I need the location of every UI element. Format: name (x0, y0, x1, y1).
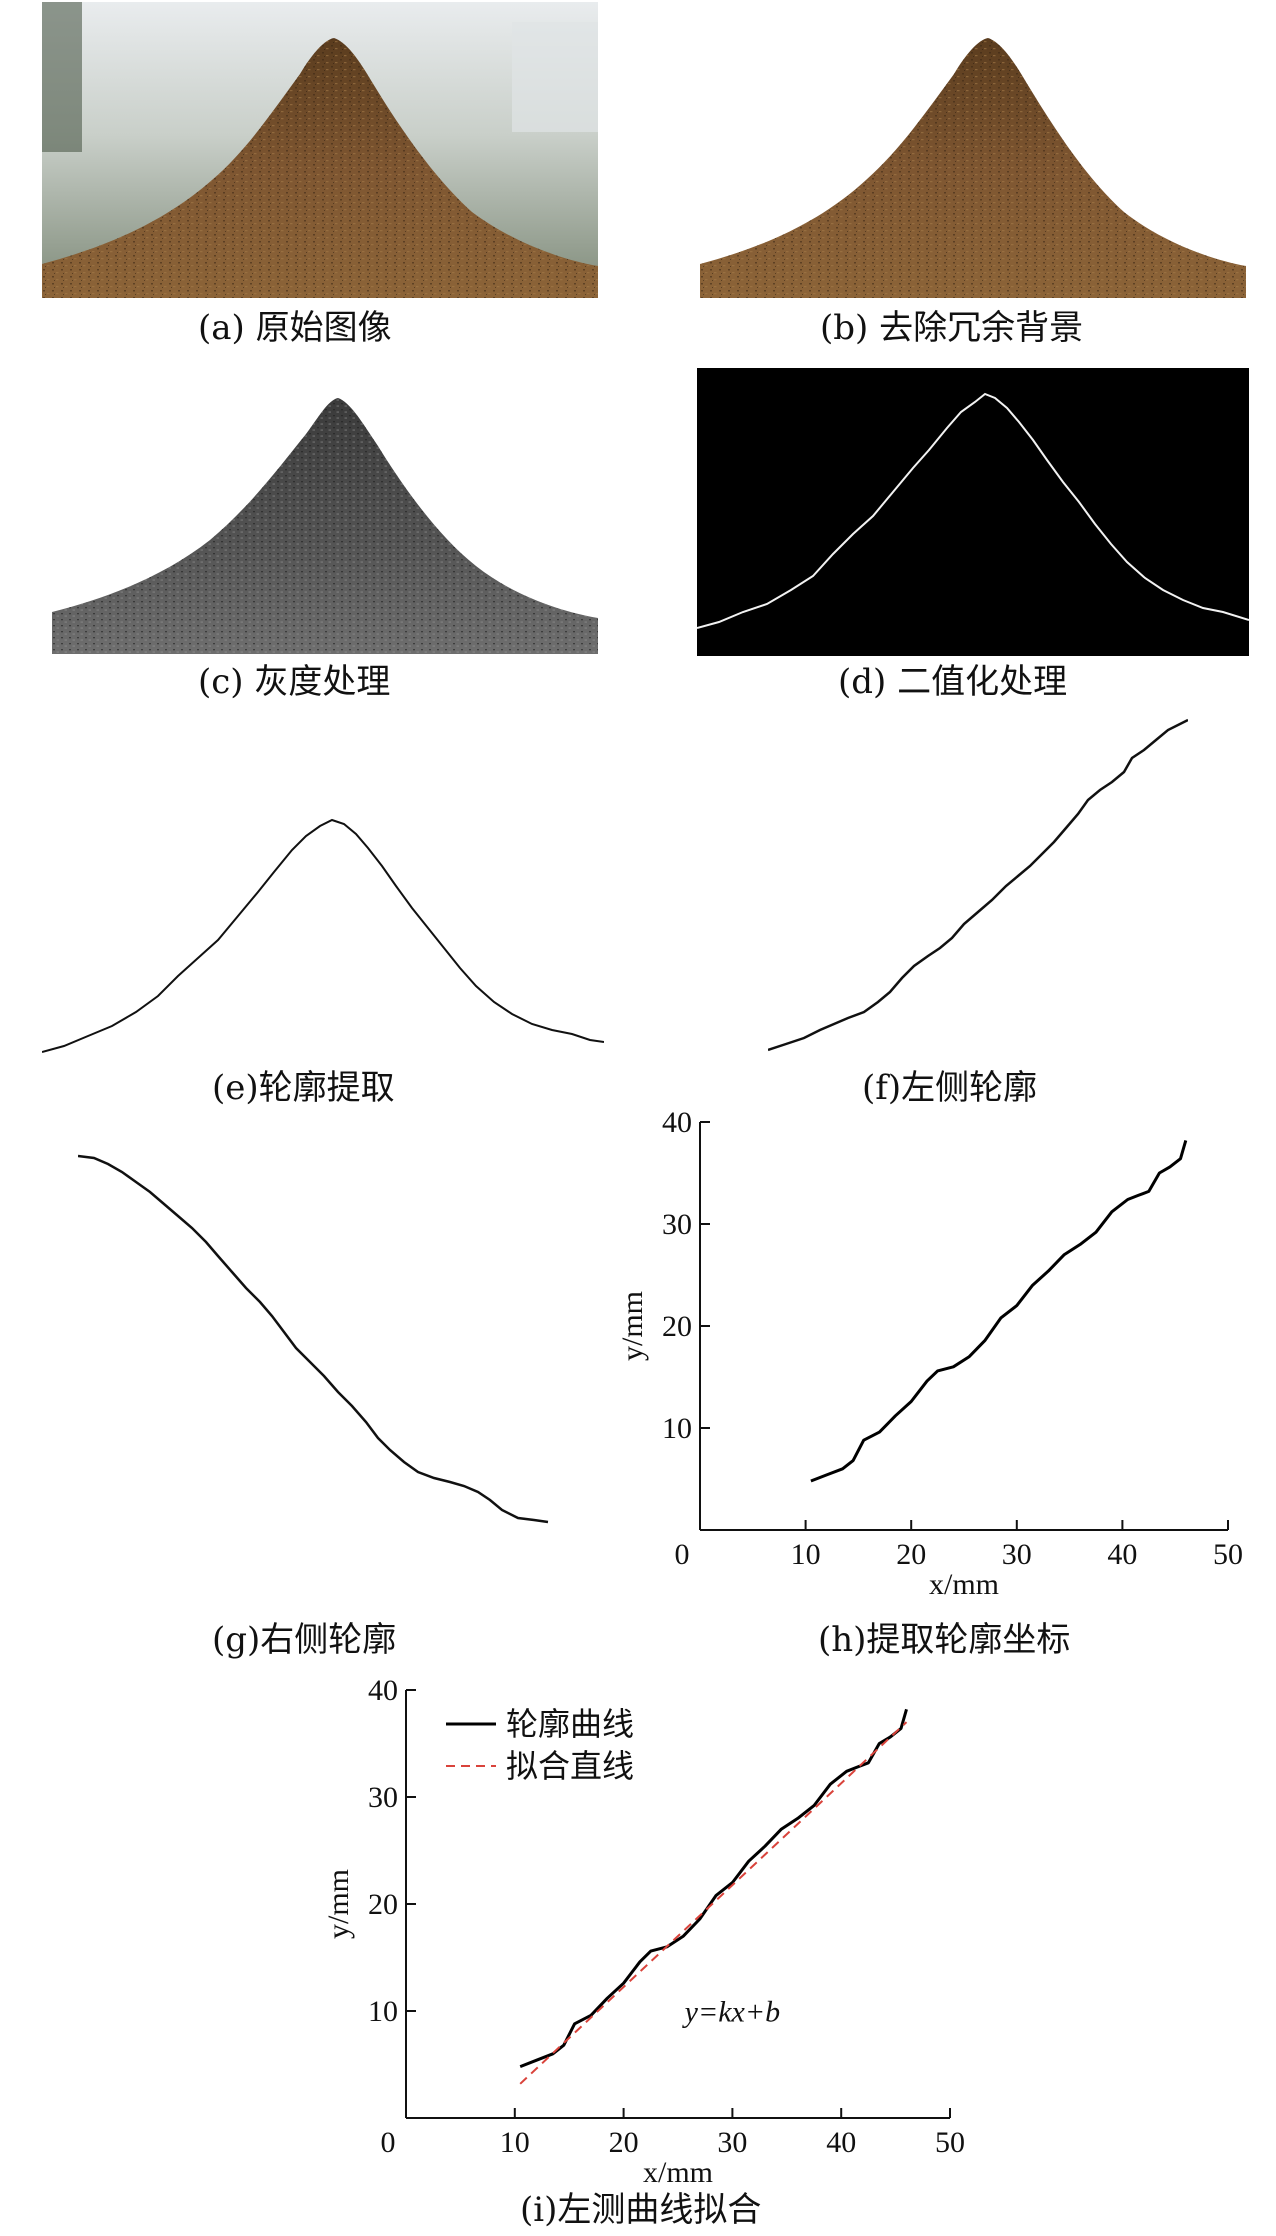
profile-curve-series (519, 1708, 908, 2068)
x-axis-label: x/mm (643, 2156, 713, 2189)
legend-label-profile: 轮廓曲线 (506, 1705, 634, 1743)
panel-i-chart: 0 10 20 30 40 50 10 20 30 40 x/mm y/mm 轮廓曲线拟合直线 y=kx+… (310, 1680, 970, 2190)
caption-c: (c) 灰度处理 (198, 662, 391, 702)
x-tick-label: 10 (791, 1538, 821, 1571)
x-tick-label: 20 (609, 2126, 639, 2159)
panel-c-grayscale (52, 390, 598, 654)
caption-d: (d) 二值化处理 (838, 662, 1068, 702)
panel-f-left-contour (768, 716, 1188, 1056)
y-tick-label: 20 (662, 1310, 692, 1343)
y-tick-label: 30 (368, 1781, 398, 1814)
y-tick-label: 10 (662, 1412, 692, 1445)
x-tick-label: 50 (1213, 1538, 1243, 1571)
panel-a-original-image (42, 2, 598, 298)
x-tick-label: 40 (826, 2126, 856, 2159)
y-axis-label: y/mm (322, 1869, 355, 1939)
caption-g: (g)右侧轮廓 (212, 1620, 397, 1660)
caption-b: (b) 去除冗余背景 (820, 308, 1084, 348)
x-tick-label: 30 (717, 2126, 747, 2159)
y-tick-label: 20 (368, 1888, 398, 1921)
panel-e-contour-extraction (42, 800, 604, 1060)
fit-equation-annotation: y=kx+b (682, 1996, 780, 2029)
legend-label-fit: 拟合直线 (506, 1747, 634, 1785)
x-tick-label: 0 (675, 1538, 690, 1571)
x-tick-label: 10 (500, 2126, 530, 2159)
x-tick-label: 50 (935, 2126, 965, 2159)
x-axis-label: x/mm (929, 1568, 999, 1601)
caption-e: (e)轮廓提取 (212, 1068, 395, 1108)
panel-g-right-contour (78, 1150, 574, 1524)
caption-h: (h)提取轮廓坐标 (818, 1620, 1071, 1660)
caption-f: (f)左侧轮廓 (862, 1068, 1038, 1108)
panel-b-background-removed (700, 2, 1246, 298)
x-tick-label: 40 (1107, 1538, 1137, 1571)
y-tick-label: 40 (368, 1680, 398, 1707)
panel-d-binarized (697, 368, 1249, 656)
x-tick-label: 30 (1002, 1538, 1032, 1571)
chart-h-svg: 0 10 20 30 40 50 10 20 30 40 x/mm y/mm (620, 1110, 1243, 1601)
caption-i: (i)左测曲线拟合 (520, 2190, 762, 2230)
caption-a: (a) 原始图像 (198, 308, 392, 348)
y-tick-label: 10 (368, 1995, 398, 2028)
x-tick-label: 20 (896, 1538, 926, 1571)
y-tick-label: 30 (662, 1208, 692, 1241)
profile-curve-series (810, 1139, 1188, 1483)
y-tick-label: 40 (662, 1110, 692, 1139)
y-axis-label: y/mm (620, 1291, 649, 1361)
panel-h-chart: 0 10 20 30 40 50 10 20 30 40 x/mm y/mm (620, 1110, 1260, 1610)
x-tick-label: 0 (381, 2126, 396, 2159)
fit-line-series (519, 1721, 908, 2085)
